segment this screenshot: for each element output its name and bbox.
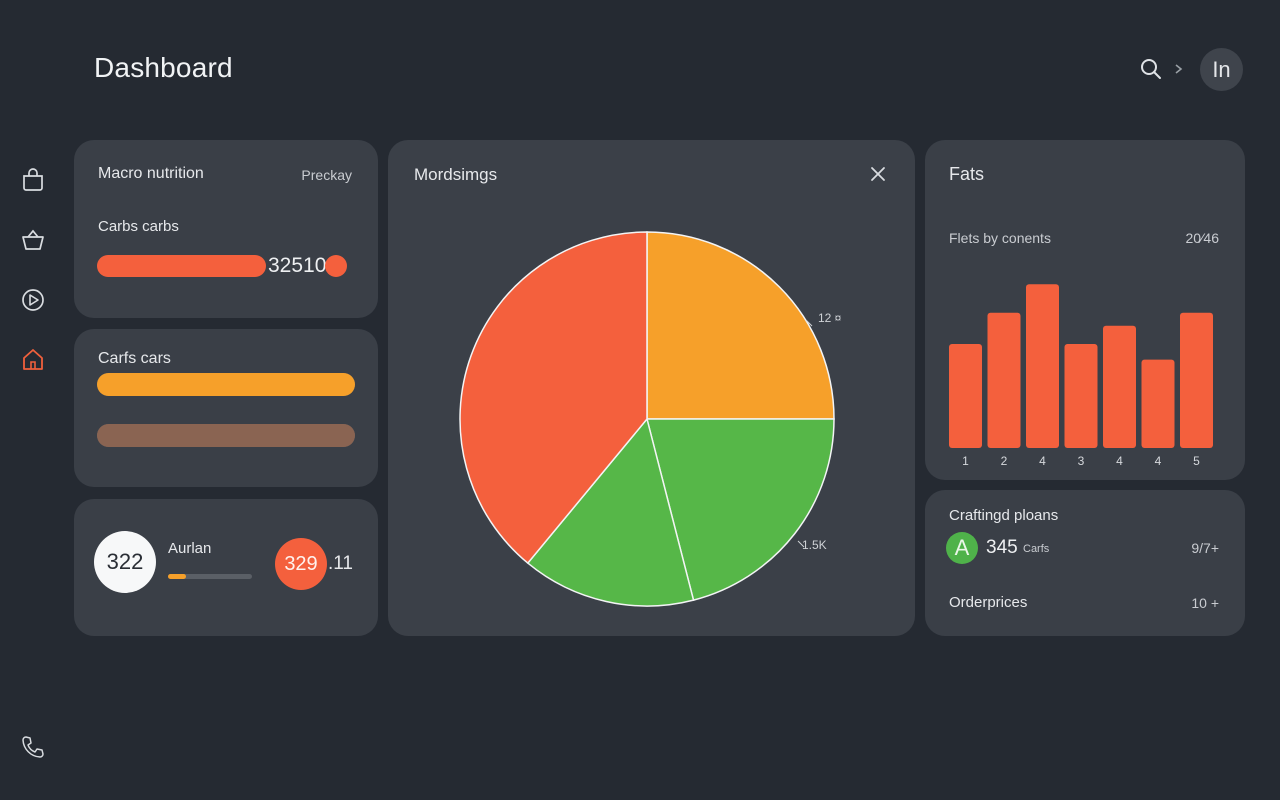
fats-bar-7 [1180, 312, 1213, 448]
fats-bar-label-3: 4 [1039, 454, 1046, 468]
avatar[interactable]: In [1200, 48, 1243, 91]
fats-bar-6 [1141, 359, 1175, 448]
stats-card: 322 Aurlan 329 .11 [74, 499, 378, 636]
orderprices-label[interactable]: Orderprices [949, 594, 1028, 611]
basket-icon[interactable] [20, 227, 46, 253]
avatar-text: In [1212, 56, 1231, 82]
carbs-bar1-fill [97, 373, 355, 396]
fats-bar-4 [1064, 344, 1098, 448]
grade-badge: A [946, 532, 978, 564]
carbs-bar1-track [97, 373, 355, 396]
craft-right-value: 9/7+ [1191, 540, 1219, 556]
fats-bar-3 [1026, 284, 1059, 448]
stats-progress-fill [168, 574, 186, 579]
craft-title: Craftingd ploans [949, 507, 1059, 524]
stats-progress-track [168, 574, 252, 579]
right-value-circle: 329 [275, 538, 327, 590]
pie-slice-1 [646, 231, 835, 420]
carbs-card: Carfs cars [74, 329, 378, 487]
stats-label: Aurlan [168, 540, 212, 557]
carbs-bar2-fill [97, 424, 355, 447]
orderprices-value: 10 + [1191, 595, 1219, 611]
macro-value: 32510 [268, 254, 327, 277]
search-icon[interactable] [1138, 56, 1164, 82]
pie-leader-line-1 [805, 319, 813, 327]
fats-bar-label-1: 1 [962, 454, 969, 468]
fats-bar-chart: 1 2 4 3 4 4 5 [949, 284, 1213, 468]
pie-slice-3 [526, 417, 695, 607]
pie-leader-line-2 [797, 540, 805, 548]
macro-row-label: Carbs carbs [98, 218, 179, 235]
fats-card: Fats Flets by conents 20⁄46 1 2 4 3 4 4 5 [925, 140, 1245, 480]
fats-bar-label-2: 2 [1001, 454, 1008, 468]
pie-label-bottom: 1.5K [802, 538, 827, 552]
fats-bar-2 [987, 312, 1021, 448]
close-icon[interactable] [868, 164, 888, 184]
carbs-title: Carfs cars [98, 350, 171, 367]
fats-bar-label-7: 5 [1193, 454, 1200, 468]
page-title: Dashboard [94, 52, 233, 83]
fats-bar-1 [949, 344, 982, 448]
right-value-suffix: .11 [328, 553, 354, 574]
grade-badge-text: A [954, 535, 970, 560]
home-icon[interactable] [20, 346, 46, 372]
fats-bar-label-6: 4 [1155, 454, 1162, 468]
macro-progress-bar [97, 255, 266, 277]
pie-slice-4 [459, 231, 648, 565]
pie-slice-2 [646, 418, 835, 602]
phone-icon[interactable] [20, 734, 46, 760]
left-value-circle: 322 [94, 531, 156, 593]
macro-period[interactable]: Preckay [301, 167, 352, 183]
craft-value: 345 [986, 537, 1018, 558]
fats-subtitle: Flets by conents [949, 230, 1051, 246]
fats-bar-label-4: 3 [1078, 454, 1085, 468]
right-value: 329 [284, 552, 318, 575]
macro-nutrition-card: Macro nutrition Preckay Carbs carbs 3251… [74, 140, 378, 318]
fats-bar-5 [1103, 325, 1136, 448]
crafting-card: Craftingd ploans A 345 Carfs 9/7+ Orderp… [925, 490, 1245, 636]
macro-indicator-dot [325, 255, 347, 277]
chevron-right-icon[interactable] [1172, 58, 1186, 80]
macro-title: Macro nutrition [98, 165, 204, 182]
pie-chart-card: Mordsimgs 12 ¤ 1.5K [388, 140, 915, 636]
fats-value: 20⁄46 [1185, 230, 1219, 246]
bag-icon[interactable] [20, 166, 46, 192]
pie-title: Mordsimgs [414, 165, 498, 184]
fats-bar-label-5: 4 [1116, 454, 1123, 468]
left-value: 322 [106, 549, 144, 574]
pie-chart [459, 231, 835, 607]
carbs-bar2-track [97, 424, 355, 447]
play-icon[interactable] [20, 287, 46, 313]
craft-unit: Carfs [1023, 543, 1050, 555]
fats-title: Fats [949, 164, 985, 184]
pie-label-top: 12 ¤ [818, 311, 842, 325]
